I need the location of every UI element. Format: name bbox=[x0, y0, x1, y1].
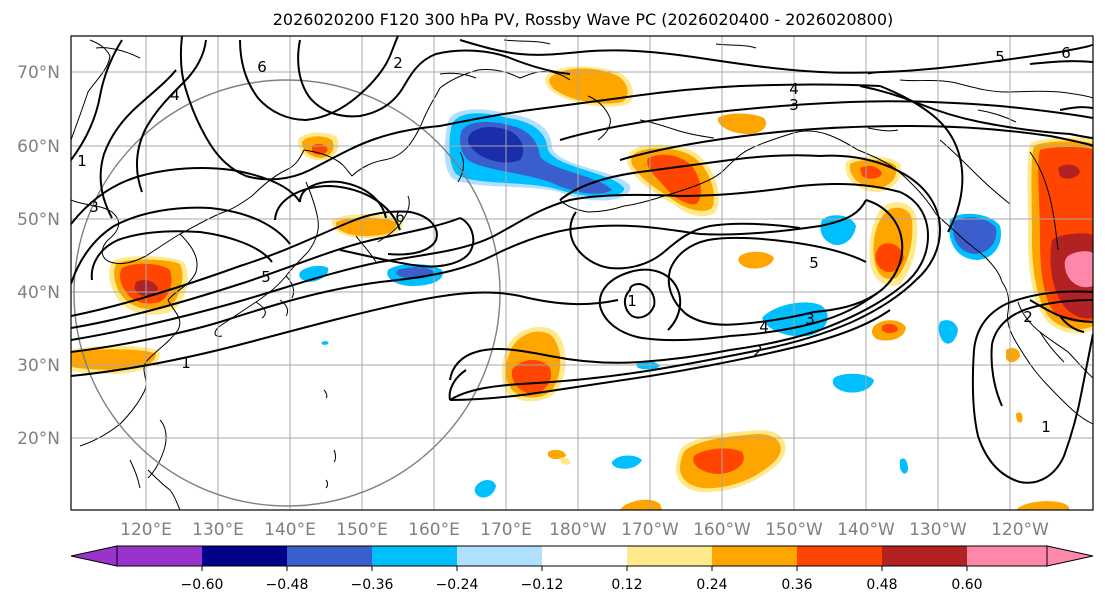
contour-label: 1 bbox=[181, 354, 191, 372]
lon-label: 160°W bbox=[693, 520, 751, 540]
contour-label: 2 bbox=[1023, 308, 1033, 326]
colorbar-tick-label: 0.48 bbox=[866, 577, 897, 593]
contour-label: 4 bbox=[170, 86, 180, 104]
contour-label: 4 bbox=[789, 80, 799, 98]
lon-label: 160°E bbox=[408, 520, 460, 540]
colorbar-tick-label: −0.12 bbox=[521, 577, 564, 593]
colorbar-segment bbox=[542, 546, 627, 566]
gridlines bbox=[71, 36, 1093, 510]
colorbar: −0.60 −0.48 −0.36 −0.24 −0.12 0.12 0.24 … bbox=[70, 545, 1094, 593]
colorbar-segment bbox=[967, 546, 1047, 566]
contour-label: 1 bbox=[627, 292, 637, 310]
colorbar-tick-label: −0.24 bbox=[436, 577, 479, 593]
colorbar-segment bbox=[117, 546, 202, 566]
lat-label: 30°N bbox=[17, 356, 60, 376]
contour-label: 3 bbox=[89, 198, 99, 216]
latitude-labels: 70°N 60°N 50°N 40°N 30°N 20°N bbox=[17, 63, 60, 449]
colorbar-extend-high bbox=[1046, 545, 1094, 567]
contour-label: 6 bbox=[257, 58, 267, 76]
map-area: 6 2 4 1 3 6 5 1 4 3 5 6 1 5 4 3 2 2 1 bbox=[71, 36, 1093, 510]
contour-label: 1 bbox=[1041, 418, 1051, 436]
lon-label: 130°E bbox=[192, 520, 244, 540]
colorbar-segment bbox=[882, 546, 967, 566]
lon-label: 140°E bbox=[264, 520, 316, 540]
colorbar-tick-label: 0.24 bbox=[696, 577, 727, 593]
lon-label: 120°W bbox=[991, 520, 1049, 540]
colorbar-tick-label: −0.60 bbox=[181, 577, 224, 593]
pv-contours bbox=[71, 36, 1093, 484]
lon-label: 140°W bbox=[837, 520, 895, 540]
contour-label: 5 bbox=[809, 254, 819, 272]
colorbar-segment bbox=[287, 546, 372, 566]
contour-label: 4 bbox=[759, 318, 769, 336]
colorbar-tick-label: −0.36 bbox=[351, 577, 394, 593]
lon-label: 150°W bbox=[765, 520, 823, 540]
positive-anomaly-subtropical bbox=[676, 430, 786, 493]
colorbar-tick-label: −0.48 bbox=[266, 577, 309, 593]
map-title: 2026020200 F120 300 hPa PV, Rossby Wave … bbox=[273, 10, 894, 29]
positive-anomaly-bering bbox=[545, 66, 767, 134]
colorbar-segment bbox=[627, 546, 712, 566]
lat-label: 60°N bbox=[17, 137, 60, 157]
colorbar-tick-label: 0.12 bbox=[611, 577, 642, 593]
contour-label: 2 bbox=[753, 342, 763, 360]
colorbar-segment bbox=[372, 546, 457, 566]
negative-anomaly-kamchatka bbox=[444, 109, 631, 201]
lon-label: 150°E bbox=[336, 520, 388, 540]
colorbar-segment bbox=[797, 546, 882, 566]
lon-label: 130°W bbox=[909, 520, 967, 540]
colorbar-extend-low bbox=[70, 545, 118, 567]
colorbar-segment bbox=[712, 546, 797, 566]
coastlines bbox=[71, 39, 1093, 510]
contour-label: 3 bbox=[789, 96, 799, 114]
negative-anomaly-spots bbox=[321, 215, 958, 498]
lat-label: 50°N bbox=[17, 210, 60, 230]
map-frame bbox=[70, 35, 1094, 511]
contour-label: 6 bbox=[395, 208, 405, 226]
lat-label: 70°N bbox=[17, 63, 60, 83]
contour-label: 6 bbox=[1061, 44, 1071, 62]
lat-label: 20°N bbox=[17, 429, 60, 449]
lon-label: 170°E bbox=[480, 520, 532, 540]
lon-label: 170°W bbox=[621, 520, 679, 540]
colorbar-segment bbox=[457, 546, 542, 566]
contour-label: 3 bbox=[805, 310, 815, 328]
lat-label: 40°N bbox=[17, 283, 60, 303]
colorbar-tick-label: 0.36 bbox=[781, 577, 812, 593]
contour-label: 2 bbox=[393, 54, 403, 72]
contour-label: 5 bbox=[995, 48, 1005, 66]
contour-label: 5 bbox=[261, 268, 271, 286]
lon-label: 120°E bbox=[120, 520, 172, 540]
longitude-labels: 120°E 130°E 140°E 150°E 160°E 170°E 180°… bbox=[120, 520, 1049, 540]
colorbar-tick-label: 0.60 bbox=[951, 577, 982, 593]
lon-label: 180°W bbox=[549, 520, 607, 540]
contour-label: 1 bbox=[77, 152, 87, 170]
contour-label-group: 6 2 4 1 3 6 5 1 4 3 5 6 1 5 4 3 2 2 1 bbox=[77, 44, 1071, 436]
colorbar-segment bbox=[202, 546, 287, 566]
